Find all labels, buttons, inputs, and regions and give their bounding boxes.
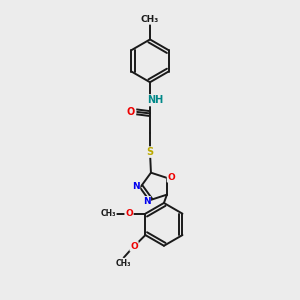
Text: CH₃: CH₃ xyxy=(100,209,116,218)
Text: N: N xyxy=(132,182,140,191)
Text: N: N xyxy=(143,197,150,206)
Text: O: O xyxy=(125,209,133,218)
Text: O: O xyxy=(167,173,175,182)
Text: O: O xyxy=(130,242,138,251)
Text: CH₃: CH₃ xyxy=(141,15,159,24)
Text: O: O xyxy=(127,107,135,117)
Text: NH: NH xyxy=(147,95,164,105)
Text: S: S xyxy=(146,147,154,157)
Text: CH₃: CH₃ xyxy=(116,259,131,268)
